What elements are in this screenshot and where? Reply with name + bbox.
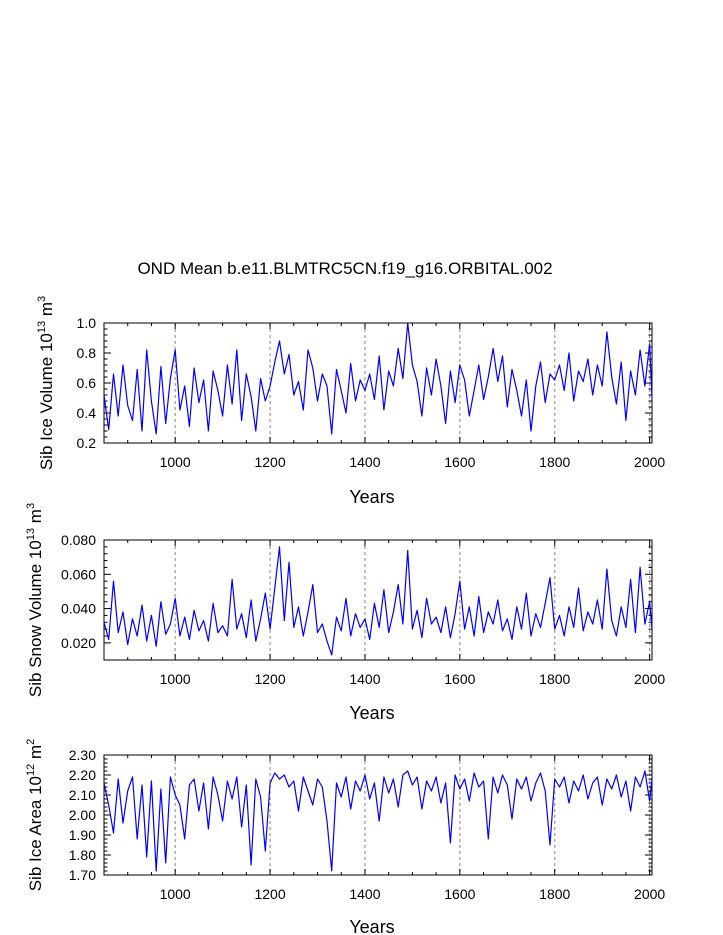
y-label-unit: m	[37, 302, 56, 316]
x-tick-label: 1600	[444, 886, 475, 902]
y-label-unit-exponent: 3	[36, 296, 48, 302]
series-line-ice-area	[103, 770, 653, 872]
y-tick-labels: 1.70 1.80 1.90 2.00 2.10 2.20 2.30	[69, 747, 96, 883]
y-tick-label: 1.0	[77, 315, 97, 331]
y-axis-label: Sib Snow Volume 1013 m3	[25, 503, 45, 697]
y-tick-label: 2.20	[69, 767, 96, 783]
x-tick-labels: 1000 1200 1400 1600 1800 2000	[160, 671, 666, 687]
y-axis-label: Sib Ice Volume 1013 m3	[36, 296, 56, 470]
x-axis-label: Years	[349, 487, 394, 507]
y-label-exponent: 12	[25, 764, 37, 776]
series-line-snow-volume	[103, 546, 653, 656]
y-tick-label: 2.30	[69, 747, 96, 763]
figure-title: OND Mean b.e11.BLMTRC5CN.f19_g16.ORBITAL…	[137, 259, 552, 278]
y-label-main: Sib Ice Volume 10	[37, 333, 56, 470]
x-tick-label: 2000	[634, 886, 665, 902]
x-tick-labels: 1000 1200 1400 1600 1800 2000	[160, 886, 666, 902]
x-tick-label: 1800	[539, 671, 570, 687]
x-tick-label: 1000	[160, 671, 191, 687]
y-label-unit: m	[26, 745, 45, 759]
y-tick-label: 0.8	[77, 345, 97, 361]
x-tick-label: 1800	[539, 454, 570, 470]
y-tick-labels: 0.020 0.040 0.060 0.080	[61, 532, 96, 651]
x-tick-label: 2000	[634, 671, 665, 687]
y-label-unit: m	[26, 509, 45, 523]
x-tick-label: 1600	[444, 454, 475, 470]
x-gridlines	[174, 323, 651, 443]
x-axis-label: Years	[349, 703, 394, 723]
y-tick-label: 0.020	[61, 635, 96, 651]
y-label-main: Sib Snow Volume 10	[26, 540, 45, 697]
x-tick-label: 2000	[634, 454, 665, 470]
y-tick-label: 1.70	[69, 867, 96, 883]
x-tick-label: 1000	[160, 454, 191, 470]
axis-ticks	[103, 322, 652, 444]
y-label-exponent: 13	[25, 528, 37, 540]
y-tick-label: 0.060	[61, 566, 96, 582]
y-tick-labels: 0.2 0.4 0.6 0.8 1.0	[77, 315, 97, 451]
x-tick-label: 1200	[254, 454, 285, 470]
x-tick-label: 1400	[349, 886, 380, 902]
panel-ice-area: 1000 1200 1400 1600 1800 2000 1.70 1.80 1.90 2.0…	[25, 739, 665, 935]
x-tick-label: 1400	[349, 454, 380, 470]
x-axis-label: Years	[349, 917, 394, 935]
x-tick-label: 1600	[444, 671, 475, 687]
panel-ice-volume: 1000 1200 1400 1600 1800 2000 0.2 0.4 0.6 0.8 1.0…	[36, 296, 665, 507]
y-tick-label: 0.080	[61, 532, 96, 548]
y-label-unit-exponent: 3	[25, 503, 37, 509]
y-tick-label: 0.6	[77, 375, 97, 391]
y-tick-label: 1.80	[69, 847, 96, 863]
x-tick-label: 1400	[349, 671, 380, 687]
x-tick-label: 1200	[254, 671, 285, 687]
y-tick-label: 0.040	[61, 601, 96, 617]
y-axis-label: Sib Ice Area 1012 m2	[25, 739, 45, 892]
y-label-unit-exponent: 2	[25, 739, 37, 745]
y-tick-label: 2.10	[69, 787, 96, 803]
y-label-exponent: 13	[36, 321, 48, 333]
x-tick-labels: 1000 1200 1400 1600 1800 2000	[160, 454, 666, 470]
axis-ticks	[103, 539, 652, 660]
y-tick-label: 1.90	[69, 827, 96, 843]
series-line-ice-volume	[103, 322, 653, 435]
y-tick-label: 0.2	[77, 435, 97, 451]
panel-snow-volume: 1000 1200 1400 1600 1800 2000 0.020 0.040 0.060…	[25, 503, 665, 723]
y-tick-label: 2.00	[69, 807, 96, 823]
y-label-main: Sib Ice Area 10	[26, 776, 45, 891]
y-tick-label: 0.4	[77, 405, 97, 421]
plot-frame	[103, 322, 653, 444]
x-gridlines	[174, 755, 651, 875]
x-tick-label: 1000	[160, 886, 191, 902]
x-tick-label: 1200	[254, 886, 285, 902]
plot-frame	[103, 539, 653, 661]
x-tick-label: 1800	[539, 886, 570, 902]
x-gridlines	[174, 540, 651, 660]
